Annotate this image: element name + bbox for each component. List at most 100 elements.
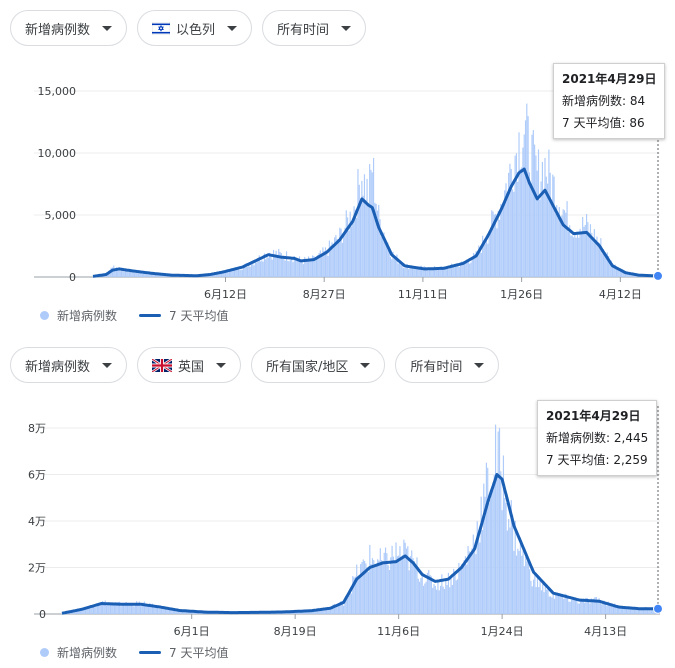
case-bar xyxy=(576,599,578,614)
case-bar xyxy=(77,610,79,614)
case-bar xyxy=(127,271,129,277)
case-bar xyxy=(391,545,393,614)
case-bar xyxy=(336,239,338,277)
metric-dropdown[interactable]: 新增病例数 xyxy=(10,10,128,46)
case-bar xyxy=(474,550,476,614)
case-bar xyxy=(626,272,628,277)
case-bar xyxy=(459,264,462,277)
case-bar xyxy=(518,132,520,277)
israel-cases-chart[interactable]: 0 5,000 10,000 15,000 6月12日 8月27日 11月11日 1月26日 4… xyxy=(0,60,675,310)
israel-flag-icon xyxy=(152,21,171,35)
metric-dropdown[interactable]: 新增病例数 xyxy=(10,347,128,383)
case-bar xyxy=(146,274,149,277)
case-bar xyxy=(644,606,646,614)
y-tick-label: 4万 xyxy=(28,515,46,528)
case-bar xyxy=(418,267,420,277)
case-bar xyxy=(346,596,349,614)
case-bar xyxy=(621,270,623,277)
case-bar xyxy=(598,243,601,277)
case-bar xyxy=(94,607,96,614)
case-bar xyxy=(589,224,592,277)
case-bar xyxy=(454,266,456,277)
case-bar xyxy=(282,257,284,277)
case-bar xyxy=(458,267,460,277)
region-dropdown[interactable]: 所有国家/地区 xyxy=(251,347,386,383)
case-bar xyxy=(302,611,304,614)
case-bar xyxy=(592,239,594,277)
case-bar xyxy=(552,174,554,277)
case-bar xyxy=(645,607,647,614)
case-bar xyxy=(81,610,83,614)
case-bar xyxy=(471,259,473,277)
case-bar xyxy=(383,232,385,277)
case-bar xyxy=(390,557,392,614)
case-bar xyxy=(272,249,275,277)
case-bar xyxy=(396,556,398,614)
case-bar xyxy=(341,601,343,614)
case-bar xyxy=(369,544,371,614)
case-bar xyxy=(624,606,626,614)
case-bar xyxy=(90,604,92,614)
case-bar xyxy=(467,546,469,614)
case-bar xyxy=(323,251,325,277)
case-bar xyxy=(461,261,463,277)
case-bar xyxy=(343,605,345,614)
case-bar xyxy=(156,274,158,277)
case-bar xyxy=(569,225,571,277)
case-bar xyxy=(419,581,421,614)
case-bar xyxy=(417,268,419,277)
case-bar xyxy=(111,603,113,614)
case-bar xyxy=(388,249,390,277)
case-bar xyxy=(145,273,147,277)
country-dropdown[interactable]: 英国 xyxy=(137,347,242,383)
line-series xyxy=(61,473,659,615)
case-bar xyxy=(160,607,163,614)
case-bar xyxy=(584,224,586,277)
case-bar xyxy=(640,607,642,614)
case-bar xyxy=(180,610,182,614)
x-tick-label: 11月6日 xyxy=(377,625,420,638)
case-bar xyxy=(557,593,560,614)
case-bar xyxy=(302,264,304,277)
legend-line-label: 7 天平均值 xyxy=(169,309,229,323)
case-bar xyxy=(605,257,607,277)
case-bar xyxy=(154,605,156,614)
x-tick-label: 6月1日 xyxy=(174,625,210,638)
case-bar xyxy=(401,555,404,614)
case-bar xyxy=(358,575,360,614)
case-bar xyxy=(118,270,120,277)
case-bar xyxy=(419,265,421,277)
country-dropdown[interactable]: 以色列 xyxy=(137,10,253,46)
case-bar xyxy=(321,253,323,277)
case-bar xyxy=(447,266,449,277)
case-bar xyxy=(580,599,582,614)
case-bar xyxy=(179,611,181,614)
tooltip-new-value: 2,445 xyxy=(613,431,649,445)
case-bar xyxy=(522,147,524,277)
case-bar xyxy=(330,245,332,277)
case-bar xyxy=(489,231,492,277)
case-bar xyxy=(221,272,223,277)
case-bar xyxy=(316,610,319,614)
case-bar xyxy=(132,272,134,277)
case-bar xyxy=(568,601,570,614)
case-bar xyxy=(411,267,414,277)
case-bar xyxy=(612,606,615,614)
case-bar xyxy=(332,604,334,614)
case-bar xyxy=(423,266,425,277)
case-bar xyxy=(263,253,266,277)
case-bar xyxy=(627,272,629,277)
case-bar xyxy=(601,253,603,277)
time-range-dropdown[interactable]: 所有时间 xyxy=(262,10,367,46)
tooltip-avg-value: 86 xyxy=(629,116,645,130)
uk-cases-chart[interactable]: 0 2万 4万 6万 8万 6月1日 8月19日 11月6日 1月24日 4月13日 xyxy=(0,398,675,638)
tooltip-new-cases: 新增病例数: 84 xyxy=(562,90,656,112)
time-range-dropdown-label: 所有时间 xyxy=(410,359,463,375)
case-bar xyxy=(597,601,599,614)
case-bar xyxy=(483,483,485,614)
time-range-dropdown[interactable]: 所有时间 xyxy=(395,347,500,383)
tooltip-date: 2021年4月29日 xyxy=(546,409,641,423)
case-bar xyxy=(580,231,582,277)
case-bar xyxy=(543,592,545,614)
case-bar xyxy=(105,605,108,614)
